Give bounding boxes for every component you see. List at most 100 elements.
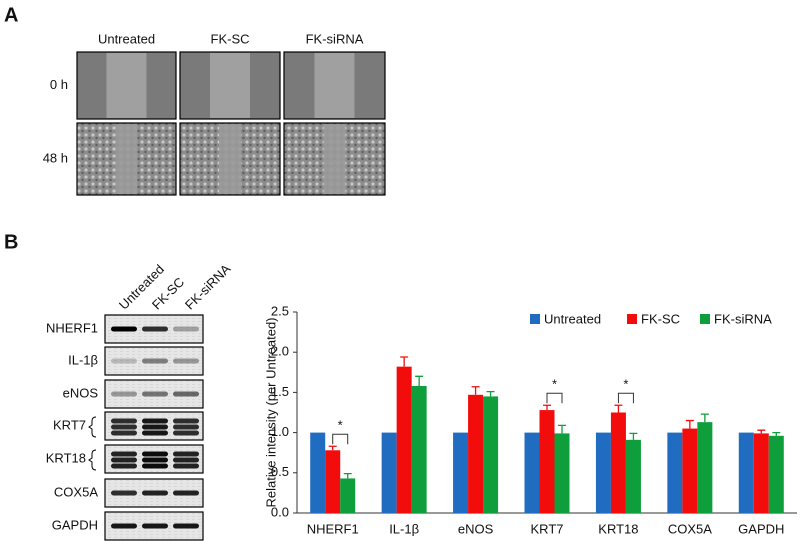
- protein-band: [111, 358, 137, 364]
- protein-band: [142, 463, 168, 469]
- protein-band: [173, 358, 199, 364]
- protein-band: [142, 490, 168, 496]
- bar: [483, 396, 499, 513]
- protein-band: [142, 523, 168, 529]
- protein-band: [142, 391, 168, 397]
- y-tick-label: 1.0: [271, 424, 289, 439]
- significance-label: *: [623, 377, 628, 392]
- significance-bracket: [332, 433, 349, 445]
- column-label: FK-SC: [211, 31, 250, 46]
- error-bar: [415, 375, 424, 386]
- lane-label: FK-siRNA: [182, 261, 234, 313]
- blot-strip: [104, 346, 204, 376]
- wound-gap: [210, 53, 250, 118]
- error-bar: [558, 424, 566, 434]
- significance-label: *: [338, 418, 343, 433]
- error-bar: [486, 390, 495, 397]
- y-tick-label: 1.5: [271, 384, 289, 399]
- x-tick-label: COX5A: [668, 521, 712, 536]
- bar: [539, 410, 555, 513]
- protein-band: [142, 457, 168, 463]
- x-tick-label: NHERF1: [307, 521, 359, 536]
- protein-band: [142, 430, 168, 436]
- error-bar: [400, 356, 409, 367]
- significance-bracket: [617, 392, 634, 404]
- legend-swatch: [700, 314, 710, 324]
- protein-band: [111, 326, 137, 332]
- error-bar: [614, 404, 623, 413]
- protein-band: [142, 451, 168, 457]
- bar: [396, 366, 412, 513]
- bar: [610, 412, 626, 513]
- error-bar: [757, 429, 766, 434]
- bar: [325, 450, 341, 513]
- x-tick-label: KRT7: [531, 521, 564, 536]
- protein-band: [173, 457, 199, 463]
- row-label: 0 h: [50, 77, 68, 92]
- error-bar: [328, 445, 337, 451]
- bar: [625, 439, 641, 513]
- x-tick-label: GAPDH: [738, 521, 784, 536]
- protein-band: [111, 418, 137, 424]
- bar: [381, 432, 397, 513]
- protein-band: [111, 463, 137, 469]
- legend-label: FK-siRNA: [714, 311, 772, 326]
- bar: [682, 428, 698, 513]
- protein-band: [111, 523, 137, 529]
- protein-band: [111, 430, 137, 436]
- y-tick-label: 0.5: [271, 464, 289, 479]
- legend-swatch: [530, 314, 540, 324]
- column-label: FK-siRNA: [306, 31, 364, 46]
- y-tick-label: 0.0: [271, 504, 289, 519]
- y-tick-label: 2.0: [271, 344, 289, 359]
- blot-row-label: KRT7: [53, 417, 86, 432]
- western-blot: UntreatedFK-SCFK-siRNANHERF1IL-1βeNOSKRT…: [46, 261, 234, 541]
- bar: [697, 422, 713, 513]
- wound-gap: [323, 124, 346, 194]
- significance-bracket: [546, 392, 563, 404]
- y-axis-label: Relative intensity (per Untreated): [263, 317, 278, 507]
- column-label: Untreated: [98, 31, 155, 46]
- blot-row-label: NHERF1: [46, 320, 98, 335]
- blot-row-label: GAPDH: [52, 517, 98, 532]
- blot-row-label: COX5A: [54, 484, 98, 499]
- protein-band: [173, 451, 199, 457]
- wound-gap: [314, 53, 355, 118]
- bar: [738, 432, 754, 513]
- protein-band: [111, 490, 137, 496]
- protein-band: [142, 418, 168, 424]
- protein-band: [173, 424, 199, 430]
- error-bar: [629, 432, 638, 440]
- brace: [88, 449, 97, 471]
- panel-label: B: [4, 231, 18, 253]
- error-bar: [685, 419, 694, 429]
- legend-swatch: [627, 314, 637, 324]
- legend-label: Untreated: [544, 311, 601, 326]
- bar: [411, 385, 427, 513]
- x-tick-label: eNOS: [458, 521, 494, 536]
- error-bar: [700, 413, 709, 423]
- wound-gap: [106, 53, 147, 118]
- bar: [524, 432, 540, 513]
- bar: [667, 432, 683, 513]
- protein-band: [173, 391, 199, 397]
- bar: [554, 433, 570, 513]
- error-bar: [772, 431, 781, 436]
- significance-label: *: [552, 377, 557, 392]
- panel-label: A: [4, 4, 18, 26]
- brace: [88, 416, 97, 438]
- wound-gap: [219, 124, 241, 194]
- protein-band: [173, 523, 199, 529]
- protein-band: [111, 424, 137, 430]
- protein-band: [173, 418, 199, 424]
- protein-band: [111, 457, 137, 463]
- error-bar: [343, 472, 352, 479]
- protein-band: [173, 326, 199, 332]
- micrographs: Untreated FK-SC FK-siRNA 0 h 48 h: [43, 31, 386, 196]
- blot-row-label: eNOS: [63, 385, 99, 400]
- blot-row-label: IL-1β: [68, 352, 98, 367]
- row-label: 48 h: [43, 150, 68, 165]
